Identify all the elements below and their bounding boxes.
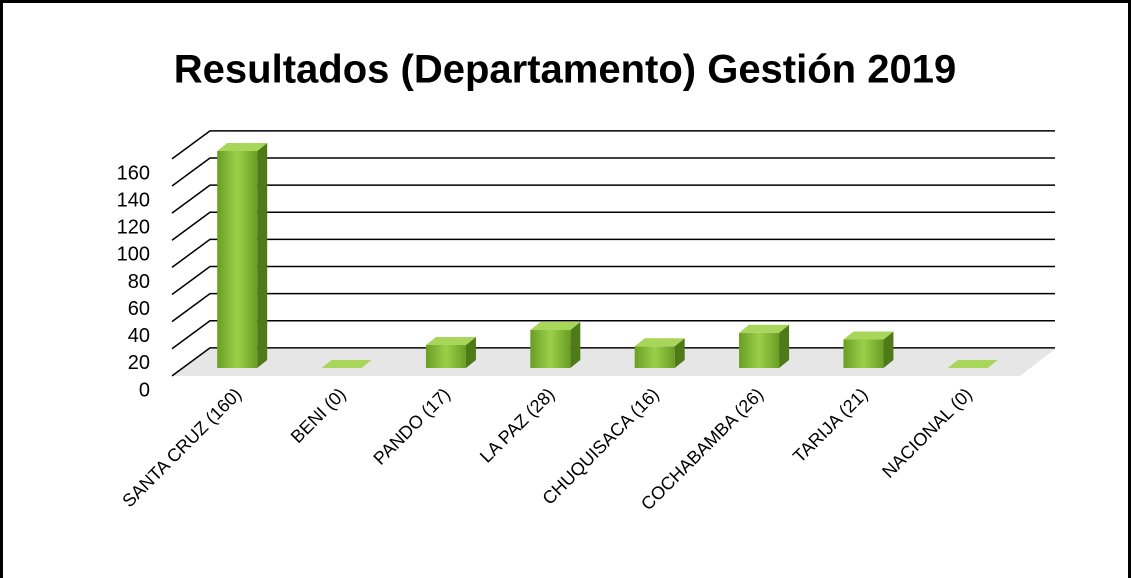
bar-side [257, 143, 268, 368]
bar-top [947, 360, 998, 368]
y-tick-label: 40 [128, 325, 150, 347]
bar [425, 336, 476, 368]
bar-front [739, 332, 780, 368]
bar [321, 360, 372, 368]
grid-line [171, 238, 1055, 268]
bar [634, 338, 685, 368]
bar-front [217, 151, 258, 368]
grid-line [171, 157, 1055, 187]
grid-line [171, 265, 1055, 296]
y-tick-label: 0 [139, 379, 150, 401]
y-tick-label: 60 [128, 298, 150, 320]
bar [530, 322, 581, 368]
bar-front [425, 344, 466, 368]
bar-top [843, 331, 894, 340]
grid-line [171, 211, 1055, 241]
bar-side [570, 322, 581, 368]
bar-front [843, 339, 884, 368]
grid-line [171, 292, 1055, 323]
bar-front [634, 346, 675, 368]
y-tick-label: 100 [117, 244, 150, 266]
grid-line [171, 320, 1055, 350]
floor [172, 349, 1055, 376]
bar-side [883, 331, 894, 368]
chart-title: Resultados (Departamento) Gestión 2019 [174, 48, 956, 92]
grid-line [171, 130, 1055, 160]
bar-top [739, 324, 790, 333]
bar [217, 143, 268, 368]
bar-side [465, 336, 476, 368]
y-tick-label: 140 [117, 189, 150, 211]
bar-top [217, 143, 268, 151]
bar-top [530, 322, 581, 331]
bar-top [634, 338, 685, 347]
y-tick-label: 120 [117, 217, 150, 239]
bar-side [674, 338, 685, 368]
bar-side [779, 324, 790, 368]
y-tick-label: 80 [128, 271, 150, 293]
bar [843, 331, 894, 368]
grid-line [171, 184, 1055, 214]
bar-top [321, 360, 372, 368]
bar [947, 360, 998, 368]
bar [739, 324, 790, 368]
y-tick-label: 160 [117, 162, 150, 184]
bar-top [425, 336, 476, 345]
y-tick-label: 20 [128, 352, 150, 374]
bar-front [530, 330, 571, 368]
